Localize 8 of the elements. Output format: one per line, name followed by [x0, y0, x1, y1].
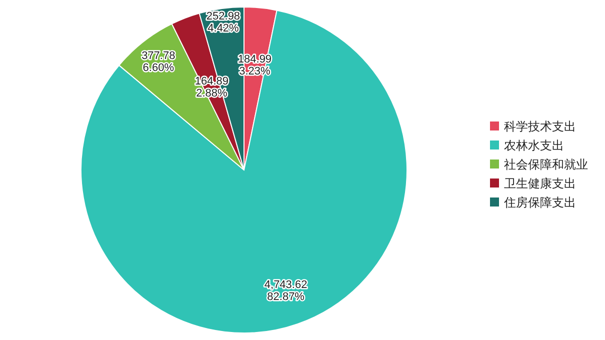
data-label: 252.98 4.42%	[206, 10, 240, 34]
legend-label: 社会保障和就业	[504, 158, 588, 172]
legend-label: 科学技术支出	[504, 120, 576, 134]
legend-label: 住房保障支出	[503, 196, 576, 210]
legend-label: 卫生健康支出	[504, 176, 576, 190]
data-label: 4,743.62 82.87%	[264, 279, 308, 304]
legend-label: 农林水支出	[504, 138, 564, 152]
data-label: 377.78 6.60%	[142, 50, 176, 74]
